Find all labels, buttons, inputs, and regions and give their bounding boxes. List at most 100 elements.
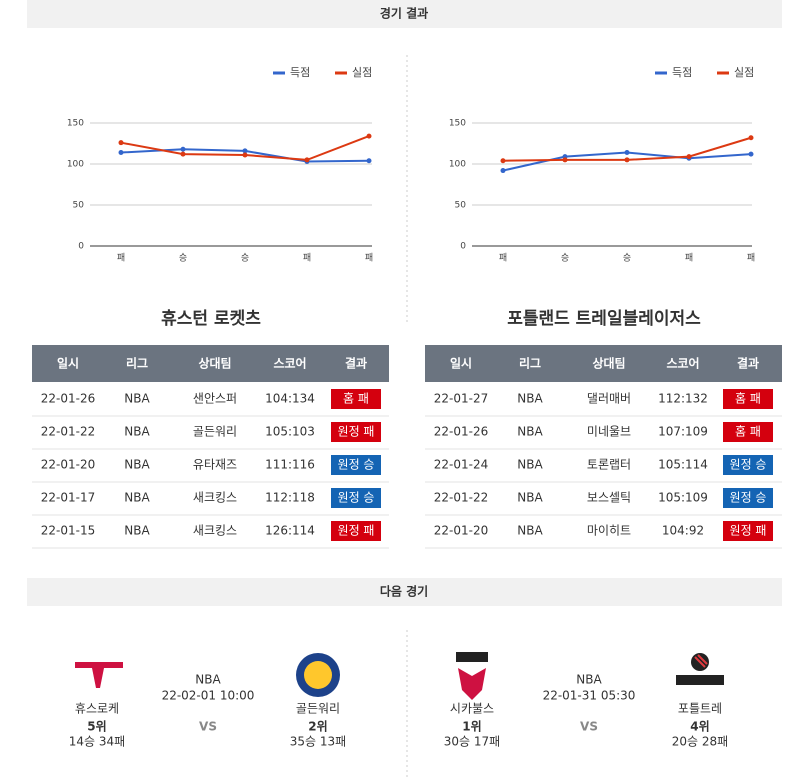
result-text: 원정 승 bbox=[338, 491, 375, 505]
cell: NBA bbox=[517, 425, 543, 439]
result-badge bbox=[331, 389, 381, 409]
legend-label: 득점 bbox=[672, 66, 692, 79]
point bbox=[562, 157, 568, 163]
cell: 105:114 bbox=[658, 458, 708, 472]
y-tick-label: 0 bbox=[78, 242, 84, 252]
team-record: 35승 13패 bbox=[290, 735, 346, 749]
column-header: 스코어 bbox=[273, 356, 306, 371]
team-rank: 2위 bbox=[308, 720, 327, 734]
column-header: 리그 bbox=[126, 356, 148, 371]
result-badge bbox=[331, 455, 381, 475]
cell: 22-01-27 bbox=[434, 392, 488, 406]
y-tick-label: 150 bbox=[449, 119, 466, 129]
cell: NBA bbox=[517, 392, 543, 406]
x-tick-label: 패 bbox=[117, 253, 125, 264]
point bbox=[366, 133, 372, 139]
point bbox=[118, 140, 124, 146]
point bbox=[686, 154, 692, 160]
point bbox=[242, 152, 248, 158]
point bbox=[624, 150, 630, 156]
column-header: 일시 bbox=[57, 357, 79, 371]
column-header: 상대팀 bbox=[198, 356, 231, 371]
result-badge bbox=[723, 422, 773, 442]
cell: 미네울브 bbox=[587, 425, 631, 439]
vs: VS bbox=[580, 720, 598, 734]
cell: 112:118 bbox=[265, 491, 315, 505]
cell: 22-01-17 bbox=[41, 491, 95, 505]
team-name: 포틀트레 bbox=[678, 702, 722, 716]
y-tick-label: 50 bbox=[455, 201, 467, 211]
team-rank: 5위 bbox=[87, 720, 106, 734]
y-tick-label: 0 bbox=[460, 242, 466, 252]
cell: 유타재즈 bbox=[193, 458, 237, 472]
cell: NBA bbox=[124, 491, 150, 505]
point bbox=[366, 158, 372, 164]
cell: NBA bbox=[517, 524, 543, 538]
team-name: 시카불스 bbox=[450, 702, 494, 716]
cell: 22-01-22 bbox=[41, 425, 95, 439]
cell: 104:92 bbox=[662, 524, 704, 538]
cell: 보스셀틱 bbox=[587, 491, 631, 505]
cell: 22-01-20 bbox=[41, 458, 95, 472]
column-header: 리그 bbox=[519, 356, 541, 371]
team-record: 30승 17패 bbox=[444, 735, 500, 749]
cell: NBA bbox=[124, 524, 150, 538]
logo-rockets bbox=[75, 662, 123, 688]
x-tick-label: 승 bbox=[623, 253, 631, 264]
legend-label: 실점 bbox=[352, 66, 372, 79]
point bbox=[748, 135, 754, 141]
table-header bbox=[425, 345, 782, 382]
logo-warriors bbox=[296, 653, 340, 697]
cell: 107:109 bbox=[658, 425, 708, 439]
legend-label: 실점 bbox=[734, 66, 754, 79]
point bbox=[624, 157, 630, 163]
team-title: 포틀랜드 트레일블레이저스 bbox=[507, 309, 701, 329]
next-bar bbox=[27, 578, 782, 606]
result-text: 원정 승 bbox=[730, 491, 767, 505]
cell: NBA bbox=[124, 425, 150, 439]
cell: NBA bbox=[517, 458, 543, 472]
result-badge bbox=[331, 488, 381, 508]
x-tick-label: 승 bbox=[179, 253, 187, 264]
team-rank: 1위 bbox=[462, 720, 481, 734]
cell: 22-01-26 bbox=[434, 425, 488, 439]
result-text: 원정 패 bbox=[338, 524, 375, 538]
point bbox=[748, 151, 754, 157]
section-title: 경기 결과 bbox=[380, 6, 428, 21]
point bbox=[500, 158, 506, 164]
cell: 22-01-26 bbox=[41, 392, 95, 406]
logo-blazers bbox=[676, 653, 724, 685]
result-badge bbox=[723, 488, 773, 508]
team-title: 휴스턴 로켓츠 bbox=[161, 308, 261, 329]
x-tick-label: 패 bbox=[303, 253, 311, 264]
result-text: 홈 패 bbox=[735, 392, 761, 406]
column-header: 스코어 bbox=[666, 356, 699, 371]
team-name: 골든워리 bbox=[296, 702, 340, 716]
cell: 22-01-20 bbox=[434, 524, 488, 538]
cell: 22-01-24 bbox=[434, 458, 488, 472]
table-header bbox=[32, 345, 389, 382]
cell: 22-01-15 bbox=[41, 524, 95, 538]
cell: 112:132 bbox=[658, 392, 708, 406]
result-badge bbox=[331, 521, 381, 541]
cell: 샌안스퍼 bbox=[193, 392, 237, 406]
cell: 새크킹스 bbox=[193, 524, 237, 538]
league: NBA bbox=[195, 673, 221, 687]
x-tick-label: 패 bbox=[747, 253, 755, 264]
x-tick-label: 패 bbox=[685, 253, 693, 264]
result-text: 홈 패 bbox=[343, 392, 369, 406]
section-title: 다음 경기 bbox=[380, 584, 428, 599]
result-text: 홈 패 bbox=[735, 425, 761, 439]
cell: 마이히트 bbox=[587, 524, 631, 538]
result-badge bbox=[723, 521, 773, 541]
x-tick-label: 승 bbox=[561, 253, 569, 264]
header-bar bbox=[27, 0, 782, 28]
cell: 126:114 bbox=[265, 524, 315, 538]
point bbox=[304, 157, 310, 163]
cell: 댈러매버 bbox=[587, 392, 631, 406]
game-time: 22-02-01 10:00 bbox=[162, 689, 255, 703]
cell: 105:103 bbox=[265, 425, 315, 439]
point bbox=[500, 168, 506, 174]
team-name: 휴스로케 bbox=[75, 702, 119, 716]
cell: 토론랩터 bbox=[587, 458, 631, 472]
